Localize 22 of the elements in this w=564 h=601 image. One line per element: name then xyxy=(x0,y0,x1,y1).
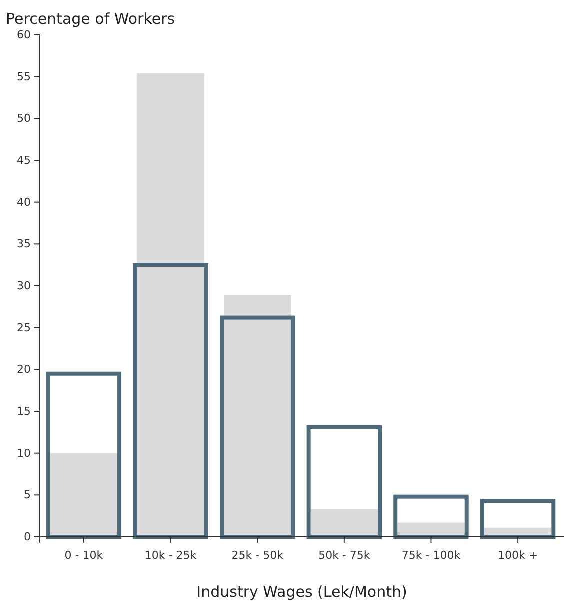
y-tick-label: 25 xyxy=(17,321,31,334)
x-tick-label: 50k - 75k xyxy=(318,549,371,562)
y-axis-title: Percentage of Workers xyxy=(6,10,176,28)
y-tick-label: 40 xyxy=(17,196,31,209)
bar xyxy=(310,509,378,537)
y-tick-label: 15 xyxy=(17,405,31,418)
x-tick-label: 0 - 10k xyxy=(64,549,104,562)
x-tick-label: 75k - 100k xyxy=(402,549,462,562)
y-tick-label: 30 xyxy=(17,280,31,293)
y-tick-label: 10 xyxy=(17,446,31,460)
x-tick-label: 25k - 50k xyxy=(232,549,284,562)
x-axis-title: Industry Wages (Lek/Month) xyxy=(196,583,408,601)
y-tick-label: 45 xyxy=(17,154,31,168)
y-tick-label: 55 xyxy=(17,70,31,84)
y-tick-label: 20 xyxy=(17,363,31,376)
x-tick-label: 100k + xyxy=(498,549,538,562)
y-tick-label: 35 xyxy=(17,238,31,251)
x-tick-label: 10k - 25k xyxy=(144,549,198,562)
y-tick-label: 5 xyxy=(24,488,31,502)
y-tick-label: 0 xyxy=(24,530,31,544)
y-tick-label: 60 xyxy=(17,28,31,42)
y-tick-label: 50 xyxy=(17,112,31,126)
